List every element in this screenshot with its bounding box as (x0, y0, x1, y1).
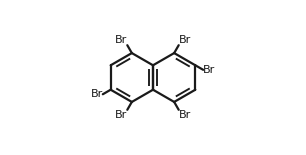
Text: Br: Br (179, 35, 191, 45)
Text: Br: Br (203, 65, 215, 75)
Text: Br: Br (179, 110, 191, 120)
Text: Br: Br (91, 89, 103, 99)
Text: Br: Br (115, 110, 127, 120)
Text: Br: Br (115, 35, 127, 45)
